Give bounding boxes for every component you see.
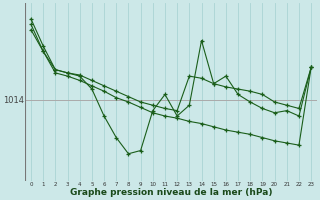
X-axis label: Graphe pression niveau de la mer (hPa): Graphe pression niveau de la mer (hPa): [70, 188, 272, 197]
